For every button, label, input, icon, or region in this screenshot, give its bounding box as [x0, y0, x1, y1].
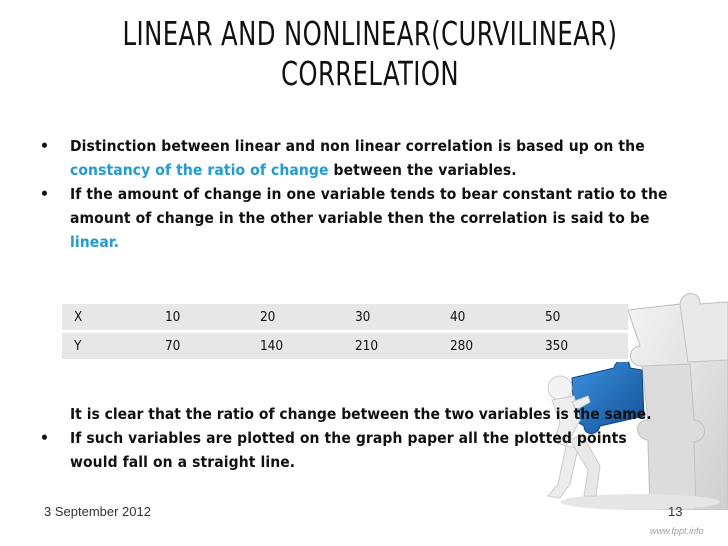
- table-cell: X: [62, 304, 153, 333]
- table-cell: 350: [532, 333, 628, 362]
- highlight-linear: linear.: [70, 233, 120, 251]
- bullet-3: • If such variables are plotted on the g…: [36, 426, 696, 474]
- table-cell: 70: [152, 333, 248, 362]
- ratio-statement: It is clear that the ratio of change bet…: [70, 405, 652, 423]
- bullet-dot-icon: •: [40, 429, 50, 447]
- table-cell: 10: [152, 304, 248, 333]
- bullet-2-line-2: amount of change in the other variable t…: [70, 209, 650, 227]
- table-cell: 30: [342, 304, 438, 333]
- table-cell: 210: [342, 333, 438, 362]
- data-table: X 10 20 30 40 50 Y 70 140 210 280 350: [62, 304, 628, 362]
- title-line-2: CORRELATION: [280, 54, 460, 93]
- slide-title: LINEAR AND NONLINEAR(CURVILINEAR) CORREL…: [116, 14, 624, 94]
- puzzle-figure-illustration: [547, 293, 728, 510]
- bullet-dot-icon: •: [40, 185, 50, 203]
- bullet-3-line-1: If such variables are plotted on the gra…: [70, 429, 627, 447]
- bullet-2-line-1: If the amount of change in one variable …: [70, 185, 668, 203]
- table-row: Y 70 140 210 280 350: [62, 333, 628, 362]
- table-row: X 10 20 30 40 50: [62, 304, 628, 333]
- bullet-1-tail: between the variables.: [333, 161, 517, 179]
- table-cell: 50: [532, 304, 628, 333]
- highlight-constancy: constancy of the ratio of change: [70, 161, 329, 179]
- table-cell: 20: [247, 304, 343, 333]
- watermark: www.fppt.info: [650, 526, 704, 536]
- slide-number: 13: [668, 504, 683, 519]
- table-cell: 140: [247, 333, 343, 362]
- table-cell: 280: [437, 333, 533, 362]
- table-cell: Y: [62, 333, 153, 362]
- bullet-2: • If the amount of change in one variabl…: [36, 182, 696, 254]
- bullet-1: • Distinction between linear and non lin…: [36, 134, 696, 182]
- table-cell: 40: [437, 304, 533, 333]
- bullet-1-text: Distinction between linear and non linea…: [70, 137, 645, 155]
- bullet-dot-icon: •: [40, 137, 50, 155]
- slide-body-lower: It is clear that the ratio of change bet…: [36, 402, 696, 474]
- footer-date: 3 September 2012: [44, 504, 151, 519]
- title-line-1: LINEAR AND NONLINEAR(CURVILINEAR): [122, 14, 618, 53]
- slide-body: • Distinction between linear and non lin…: [36, 134, 696, 254]
- bullet-3-line-2: would fall on a straight line.: [70, 453, 296, 471]
